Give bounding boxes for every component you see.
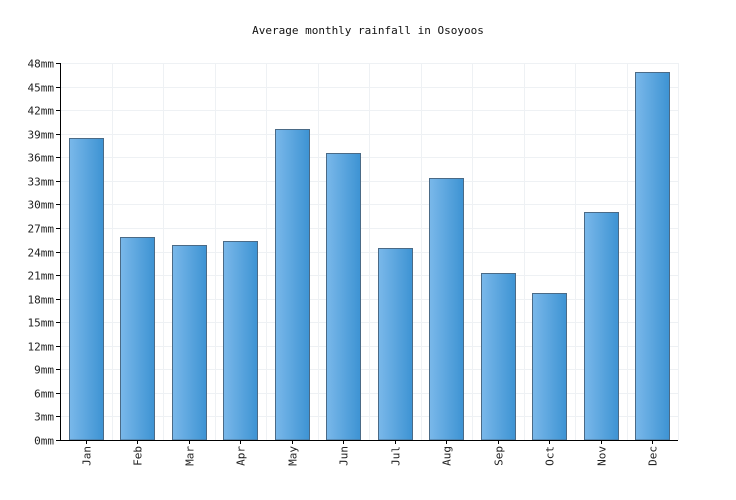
bar-jul: [378, 248, 413, 441]
bar-nov: [584, 212, 619, 441]
x-tick-label: Jan: [81, 446, 94, 466]
y-tick-label: 15mm: [28, 317, 55, 330]
labels-layer: 0mm 3mm 6mm 9mm 12mm 15mm 18mm 21mm 24mm 27mm 30mm…: [28, 58, 660, 466]
x-tick-label: Mar: [184, 446, 197, 466]
x-tick-label: May: [287, 446, 300, 466]
bar-jun: [326, 153, 361, 441]
y-tick-label: 39mm: [28, 129, 55, 142]
bar-sep: [481, 273, 516, 441]
x-tick-label: Jun: [338, 446, 351, 466]
x-tick-label: Dec: [647, 446, 660, 466]
x-tick-label: Aug: [441, 446, 454, 466]
bar-jan: [69, 138, 104, 441]
bar-aug: [429, 178, 464, 441]
axes-layer: [56, 63, 678, 444]
grid-layer: [60, 63, 679, 440]
bars-layer: [69, 72, 670, 441]
y-tick-label: 33mm: [28, 176, 55, 189]
bar-feb: [120, 237, 155, 441]
y-tick-label: 27mm: [28, 223, 55, 236]
bar-dec: [635, 72, 670, 441]
bar-may: [275, 129, 310, 441]
y-tick-label: 24mm: [28, 247, 55, 260]
y-tick-label: 42mm: [28, 105, 55, 118]
y-tick-label: 12mm: [28, 341, 55, 354]
y-tick-label: 48mm: [28, 58, 55, 71]
bar-oct: [532, 293, 567, 441]
x-tick-label: Sep: [493, 446, 506, 466]
y-tick-label: 45mm: [28, 82, 55, 95]
chart-title: Average monthly rainfall in Osoyoos: [252, 24, 484, 37]
y-tick-label: 6mm: [34, 388, 54, 401]
y-tick-label: 21mm: [28, 270, 55, 283]
y-tick-label: 9mm: [34, 364, 54, 377]
y-tick-label: 0mm: [34, 435, 54, 448]
y-tick-label: 3mm: [34, 411, 54, 424]
x-tick-label: Jul: [390, 446, 403, 466]
y-tick-label: 18mm: [28, 294, 55, 307]
y-tick-label: 36mm: [28, 152, 55, 165]
x-tick-label: Apr: [235, 446, 248, 466]
y-tick-label: 30mm: [28, 199, 55, 212]
bar-mar: [172, 245, 207, 441]
bar-apr: [223, 241, 258, 441]
x-tick-label: Nov: [596, 446, 609, 466]
x-tick-label: Oct: [544, 446, 557, 466]
x-tick-label: Feb: [132, 446, 145, 466]
